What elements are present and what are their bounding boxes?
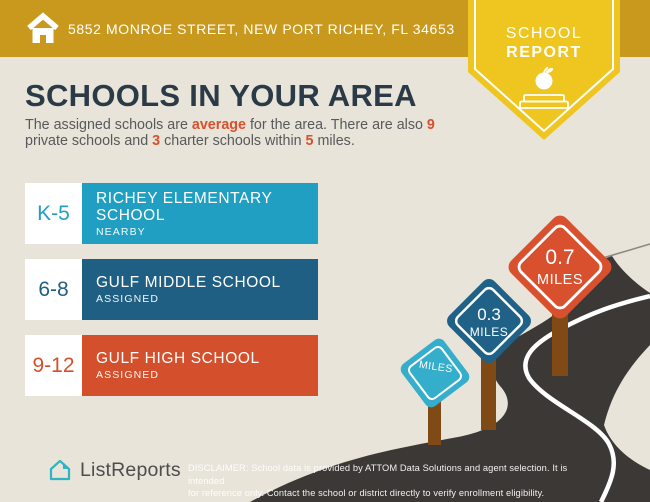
intro-count-miles: 5: [305, 132, 314, 149]
sign-mid-inner-border: [454, 286, 524, 356]
badge-inner-border: [474, 0, 614, 133]
badge-shield: [468, 0, 620, 140]
disclaimer-line2: for reference only. Contact the school o…: [188, 488, 545, 498]
sign-far-distance: 0.7: [545, 246, 574, 269]
intro-count-private: 9: [426, 117, 435, 133]
school-name: RICHEY ELEMENTARY SCHOOL: [96, 189, 273, 224]
distance-sign-mid: 0.3 MILES: [447, 279, 531, 363]
sign-mid-diamond: [447, 279, 531, 363]
intro-count-charter: 3: [152, 132, 161, 149]
school-status: ASSIGNED: [96, 293, 160, 305]
sign-far-inner-border: [517, 224, 603, 310]
school-name: GULF HIGH SCHOOL: [96, 350, 260, 367]
school-name: GULF MIDDLE SCHOOL: [96, 274, 281, 291]
school-card-body: GULF MIDDLE SCHOOL ASSIGNED: [82, 259, 318, 320]
intro-highlight-average: average: [191, 117, 246, 133]
badge-word1: SCHOOL: [506, 25, 583, 42]
school-status: NEARBY: [96, 225, 146, 238]
badge-word2: REPORT: [506, 44, 582, 61]
grade-range: 9-12: [25, 335, 82, 396]
school-card-body: RICHEY ELEMENTARY SCHOOL NEARBY: [82, 183, 318, 244]
sign-mid-distance: 0.3: [477, 305, 501, 324]
sign-near-diamond: [400, 338, 470, 408]
road-shape: [250, 256, 650, 502]
sign-mid-unit: MILES: [470, 325, 509, 339]
sign-near-unit: MILES: [418, 359, 453, 376]
distance-sign-far: 0.7 MILES: [508, 215, 612, 319]
grade-range: 6-8: [25, 259, 82, 320]
school-card-high: 9-12 GULF HIGH SCHOOL ASSIGNED: [25, 335, 318, 396]
page-title: SCHOOLS IN YOUR AREA: [25, 78, 417, 113]
book-icon: [519, 94, 569, 109]
road-edge-line: [523, 293, 650, 502]
sign-post-mid: [481, 350, 496, 430]
apple-icon: [535, 66, 554, 90]
disclaimer-line1: DISCLAIMER: School data is provided by A…: [188, 463, 568, 486]
sign-far-unit: MILES: [537, 272, 583, 288]
brand-name: ListReports: [80, 458, 181, 481]
brand-house-icon: [49, 459, 71, 481]
intro-line1: The assigned schools are average for the…: [25, 117, 435, 133]
school-report-badge: SCHOOL REPORT: [468, 0, 620, 140]
home-icon: [27, 12, 59, 43]
school-card-elementary: K-5 RICHEY ELEMENTARY SCHOOL NEARBY: [25, 183, 318, 244]
listreports-logo: ListReports: [47, 457, 181, 483]
sign-post-far: [552, 300, 568, 376]
school-card-middle: 6-8 GULF MIDDLE SCHOOL ASSIGNED: [25, 259, 318, 320]
school-card-body: GULF HIGH SCHOOL ASSIGNED: [82, 335, 318, 396]
school-status: ASSIGNED: [96, 369, 160, 381]
disclaimer-text: DISCLAIMER: School data is provided by A…: [188, 462, 598, 500]
grade-range: K-5: [25, 183, 82, 244]
distance-sign-near: MILES: [400, 338, 470, 408]
property-address: 5852 MONROE STREET, NEW PORT RICHEY, FL …: [68, 20, 455, 37]
intro-text: The assigned schools are average for the…: [25, 117, 435, 150]
sign-near-inner-border: [407, 345, 463, 401]
sign-far-diamond: [508, 215, 612, 319]
intro-line2: private schools and 3 charter schools wi…: [25, 132, 355, 149]
